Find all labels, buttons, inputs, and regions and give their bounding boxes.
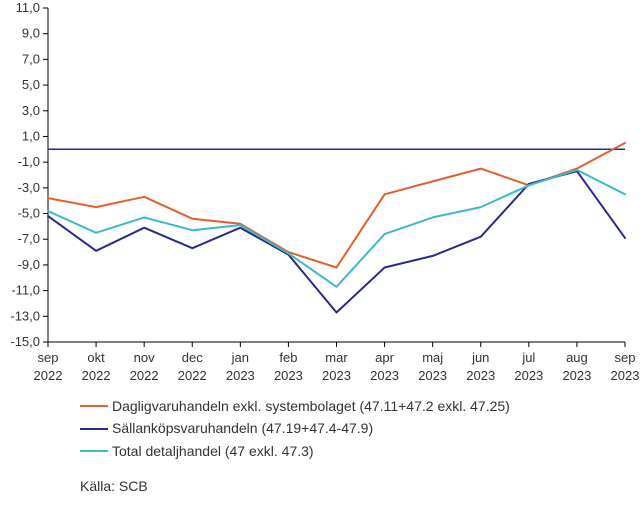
svg-text:apr: apr	[375, 350, 394, 365]
svg-text:-1,0: -1,0	[18, 154, 40, 169]
svg-text:dec: dec	[182, 350, 203, 365]
svg-text:jan: jan	[231, 350, 249, 365]
svg-text:5,0: 5,0	[22, 77, 40, 92]
svg-text:sep: sep	[615, 350, 636, 365]
svg-text:2023: 2023	[514, 368, 543, 383]
svg-text:jun: jun	[471, 350, 489, 365]
svg-text:1,0: 1,0	[22, 128, 40, 143]
source-label: Källa: SCB	[80, 478, 148, 494]
svg-text:feb: feb	[279, 350, 297, 365]
svg-text:2023: 2023	[611, 368, 640, 383]
legend-item: Sällanköpsvaruhandeln (47.19+47.4-47.9)	[80, 417, 510, 439]
svg-text:2022: 2022	[130, 368, 159, 383]
legend-label: Total detaljhandel (47 exkl. 47.3)	[112, 440, 314, 462]
line-chart: 11,0 9,0 7,0 5,0 3,0 1,0 -1,0 -3,0 -5,0 -7,0 -9,0 -…	[0, 0, 643, 390]
svg-text:-15,0: -15,0	[10, 334, 40, 349]
svg-text:2022: 2022	[82, 368, 111, 383]
svg-text:2023: 2023	[226, 368, 255, 383]
legend-swatch-icon	[80, 450, 108, 452]
svg-text:-11,0: -11,0	[11, 283, 40, 298]
svg-text:-7,0: -7,0	[18, 231, 40, 246]
legend: Dagligvaruhandeln exkl. systembolaget (4…	[80, 395, 510, 462]
svg-text:2022: 2022	[178, 368, 207, 383]
legend-swatch-icon	[80, 405, 108, 407]
svg-text:2023: 2023	[466, 368, 495, 383]
svg-text:jul: jul	[521, 350, 535, 365]
svg-text:-3,0: -3,0	[18, 180, 40, 195]
chart-container: 11,0 9,0 7,0 5,0 3,0 1,0 -1,0 -3,0 -5,0 -7,0 -9,0 -…	[0, 0, 643, 505]
legend-swatch-icon	[80, 428, 108, 430]
svg-text:3,0: 3,0	[22, 103, 40, 118]
legend-item: Dagligvaruhandeln exkl. systembolaget (4…	[80, 395, 510, 417]
svg-text:9,0: 9,0	[22, 26, 40, 41]
svg-text:nov: nov	[134, 350, 155, 365]
legend-label: Dagligvaruhandeln exkl. systembolaget (4…	[112, 395, 510, 417]
svg-text:-9,0: -9,0	[18, 257, 40, 272]
svg-text:okt: okt	[87, 350, 105, 365]
legend-item: Total detaljhandel (47 exkl. 47.3)	[80, 440, 510, 462]
svg-text:2023: 2023	[370, 368, 399, 383]
svg-text:7,0: 7,0	[22, 51, 40, 66]
svg-text:11,0: 11,0	[16, 0, 40, 15]
svg-text:aug: aug	[566, 350, 588, 365]
svg-text:maj: maj	[422, 350, 443, 365]
svg-text:-13,0: -13,0	[10, 308, 40, 323]
svg-text:mar: mar	[325, 350, 348, 365]
svg-text:2023: 2023	[322, 368, 351, 383]
svg-text:sep: sep	[38, 350, 59, 365]
svg-text:2022: 2022	[34, 368, 63, 383]
legend-label: Sällanköpsvaruhandeln (47.19+47.4-47.9)	[112, 417, 373, 439]
svg-text:2023: 2023	[562, 368, 591, 383]
svg-text:2023: 2023	[274, 368, 303, 383]
svg-text:-5,0: -5,0	[18, 206, 40, 221]
svg-text:2023: 2023	[418, 368, 447, 383]
